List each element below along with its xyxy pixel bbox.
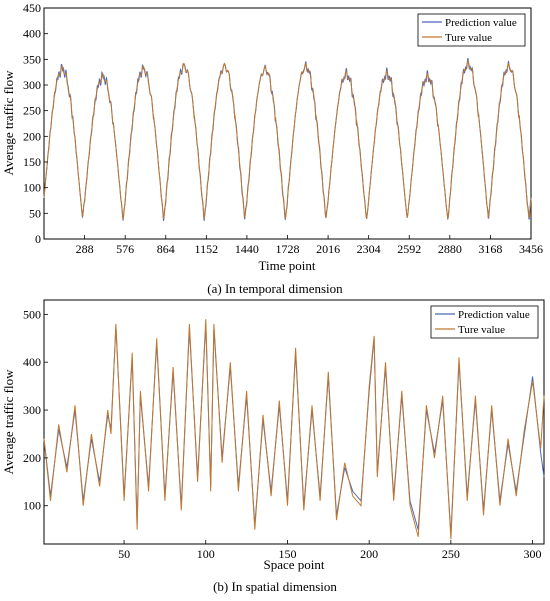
- x-axis-label: Space point: [263, 557, 324, 572]
- y-tick-label: 50: [29, 206, 41, 220]
- x-tick-label: 288: [76, 242, 94, 256]
- y-axis-label: Average traffic flow: [1, 70, 16, 176]
- y-tick-label: 100: [23, 499, 41, 513]
- plot-area-frame: [43, 299, 545, 545]
- x-tick-label: 50: [118, 547, 130, 561]
- y-tick-label: 200: [23, 129, 41, 143]
- x-tick-label: 1152: [195, 242, 219, 256]
- x-tick-label: 250: [442, 547, 460, 561]
- y-tick-label: 400: [23, 355, 41, 369]
- y-tick-label: 400: [23, 27, 41, 41]
- legend-label-true: Ture value: [458, 324, 505, 336]
- series-line-prediction: [43, 323, 545, 535]
- x-tick-label: 576: [116, 242, 134, 256]
- y-tick-label: 500: [23, 307, 41, 321]
- legend-label-prediction: Prediction value: [445, 17, 517, 29]
- x-tick-label: 1440: [235, 242, 259, 256]
- x-tick-label: 100: [197, 547, 215, 561]
- x-tick-label: 150: [278, 547, 296, 561]
- y-axis-label: Average traffic flow: [1, 369, 16, 475]
- legend-box: [417, 13, 526, 47]
- tick-group: 50 100 150 200 250 300 100 200 300 400 500: [23, 307, 542, 561]
- y-tick-label: 300: [23, 403, 41, 417]
- temporal-chart: 288 576 864 1152 1440 1728 2016 2304 2592 2880 316…: [1, 1, 543, 273]
- x-tick-label: 864: [157, 242, 175, 256]
- x-tick-label: 200: [360, 547, 378, 561]
- x-tick-label: 2592: [397, 242, 421, 256]
- series-group: [43, 57, 532, 221]
- series-group: [43, 319, 545, 540]
- legend: Prediction value Ture value: [430, 305, 539, 339]
- legend-label-prediction: Prediction value: [458, 309, 530, 321]
- legend: Prediction value Ture value: [417, 13, 526, 47]
- caption-b: (b) In spatial dimension: [213, 579, 337, 594]
- y-tick-label: 200: [23, 451, 41, 465]
- x-axis-label: Time point: [259, 258, 316, 273]
- legend-label-true: Ture value: [445, 32, 492, 44]
- x-tick-label: 2880: [438, 242, 462, 256]
- caption-a: (a) In temporal dimension: [207, 281, 343, 296]
- x-tick-label: 1728: [276, 242, 300, 256]
- x-tick-label: 3168: [478, 242, 502, 256]
- x-tick-label: 2016: [316, 242, 340, 256]
- y-tick-label: 350: [23, 52, 41, 66]
- y-tick-label: 150: [23, 155, 41, 169]
- legend-box: [430, 305, 539, 339]
- y-tick-label: 0: [35, 232, 41, 246]
- series-line-true: [43, 319, 545, 540]
- x-tick-label: 300: [524, 547, 542, 561]
- y-tick-label: 250: [23, 104, 41, 118]
- spatial-chart: 50 100 150 200 250 300 100 200 300 400 500 Space p…: [1, 299, 545, 572]
- tick-group: 288 576 864 1152 1440 1728 2016 2304 2592 2880 316…: [23, 1, 543, 256]
- series-line-true: [43, 60, 532, 220]
- y-tick-label: 450: [23, 1, 41, 15]
- y-tick-label: 100: [23, 181, 41, 195]
- y-tick-label: 300: [23, 78, 41, 92]
- x-tick-label: 2304: [357, 242, 381, 256]
- x-tick-label: 3456: [519, 242, 543, 256]
